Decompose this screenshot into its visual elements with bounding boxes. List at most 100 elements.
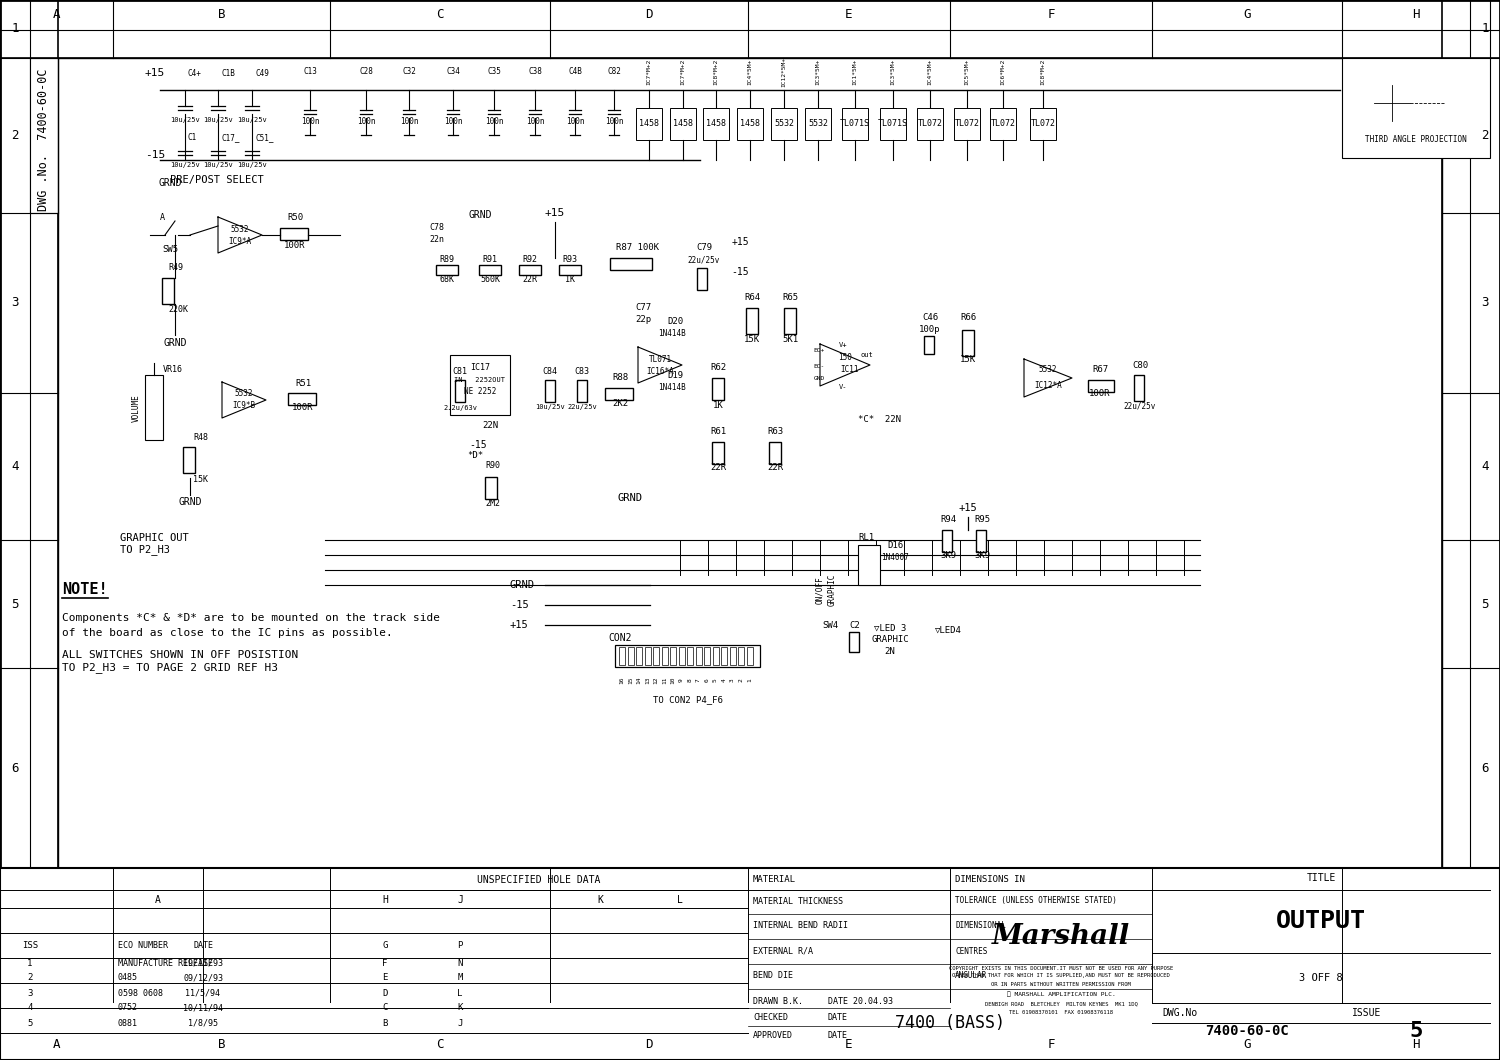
Text: 3: 3 bbox=[27, 989, 33, 997]
Bar bbox=[30, 58, 58, 213]
Text: C1B: C1B bbox=[220, 69, 236, 77]
Text: 68K: 68K bbox=[440, 276, 454, 284]
Text: +15: +15 bbox=[510, 620, 528, 630]
Text: G: G bbox=[1244, 8, 1251, 21]
Text: 1K: 1K bbox=[712, 401, 723, 409]
Text: RL1: RL1 bbox=[858, 533, 874, 543]
Text: H: H bbox=[382, 895, 388, 905]
Text: TL071S: TL071S bbox=[840, 120, 870, 128]
Text: TL072: TL072 bbox=[1030, 120, 1056, 128]
Text: GRND: GRND bbox=[159, 178, 182, 188]
Text: D: D bbox=[382, 989, 387, 997]
Bar bbox=[0, 868, 1500, 1060]
Bar bbox=[698, 268, 706, 290]
Text: C77: C77 bbox=[634, 303, 651, 313]
Bar bbox=[636, 108, 662, 140]
Text: 5532: 5532 bbox=[1038, 366, 1058, 374]
Text: +15: +15 bbox=[958, 504, 978, 513]
Text: C46: C46 bbox=[922, 314, 938, 322]
Text: C35: C35 bbox=[488, 67, 501, 75]
Text: 8: 8 bbox=[687, 678, 693, 682]
Text: D: D bbox=[645, 1039, 652, 1052]
Text: 1N414B: 1N414B bbox=[658, 383, 686, 391]
Text: 2.2u/63v: 2.2u/63v bbox=[442, 405, 477, 411]
Text: H: H bbox=[1413, 8, 1419, 21]
Text: GRND: GRND bbox=[510, 580, 536, 590]
Text: OUTPUT: OUTPUT bbox=[1276, 909, 1366, 933]
Bar bbox=[704, 108, 729, 140]
Text: 0752: 0752 bbox=[118, 1004, 138, 1012]
Text: 1: 1 bbox=[27, 958, 33, 968]
Bar bbox=[976, 530, 986, 552]
Text: 5: 5 bbox=[1480, 598, 1488, 611]
Text: 3 OFF 8: 3 OFF 8 bbox=[1299, 973, 1342, 983]
Text: F: F bbox=[382, 958, 387, 968]
Text: 22N: 22N bbox=[482, 421, 498, 429]
Text: ISS: ISS bbox=[22, 941, 38, 951]
Text: R91: R91 bbox=[483, 255, 498, 265]
Text: K: K bbox=[458, 1004, 462, 1012]
Text: K: K bbox=[597, 895, 603, 905]
Text: C32: C32 bbox=[402, 67, 416, 75]
Text: C: C bbox=[382, 1004, 387, 1012]
Text: G: G bbox=[382, 941, 387, 951]
Bar bbox=[738, 647, 744, 665]
Text: 2: 2 bbox=[12, 129, 18, 142]
Text: 100n: 100n bbox=[357, 118, 375, 126]
Text: EC-: EC- bbox=[813, 365, 825, 370]
Text: EC+: EC+ bbox=[813, 349, 825, 353]
Text: Components *C* & *D* are to be mounted on the track side: Components *C* & *D* are to be mounted o… bbox=[62, 613, 440, 623]
Bar bbox=[1342, 58, 1490, 158]
Text: +15: +15 bbox=[146, 68, 165, 78]
Text: 3: 3 bbox=[12, 297, 18, 310]
Text: ON/OFF: ON/OFF bbox=[816, 577, 825, 604]
Text: R89: R89 bbox=[440, 255, 454, 265]
Text: IC12*5M+: IC12*5M+ bbox=[782, 57, 786, 87]
Bar bbox=[519, 265, 542, 275]
Text: 2K2: 2K2 bbox=[612, 400, 628, 408]
Text: IC7*M+2: IC7*M+2 bbox=[646, 59, 651, 85]
Text: 5: 5 bbox=[1410, 1021, 1422, 1041]
Text: TEL 01908370101  FAX 01908376118: TEL 01908370101 FAX 01908376118 bbox=[1010, 1009, 1113, 1014]
Text: Ⓜ MARSHALL AMPLIFICATION PLC.: Ⓜ MARSHALL AMPLIFICATION PLC. bbox=[1007, 991, 1116, 996]
Text: 5: 5 bbox=[712, 678, 718, 682]
Bar bbox=[436, 265, 457, 275]
Text: C1: C1 bbox=[188, 134, 198, 142]
Text: GRAPHIC OUT: GRAPHIC OUT bbox=[120, 533, 189, 543]
Text: 22u/25v: 22u/25v bbox=[688, 255, 720, 265]
Text: IC6*M+2: IC6*M+2 bbox=[1000, 59, 1005, 85]
Text: 16: 16 bbox=[620, 676, 624, 684]
Bar bbox=[806, 108, 831, 140]
Text: SW5: SW5 bbox=[162, 245, 178, 253]
Text: C79: C79 bbox=[696, 244, 712, 252]
Text: A: A bbox=[159, 212, 165, 222]
Bar bbox=[990, 108, 1016, 140]
Bar bbox=[1088, 379, 1114, 392]
Bar bbox=[604, 388, 633, 400]
Text: 1: 1 bbox=[12, 22, 18, 35]
Text: TL072: TL072 bbox=[918, 120, 942, 128]
Text: 1K: 1K bbox=[566, 276, 574, 284]
Text: +15: +15 bbox=[730, 237, 748, 247]
Text: GRND: GRND bbox=[618, 493, 642, 504]
Bar bbox=[280, 228, 308, 240]
Text: Marshall: Marshall bbox=[992, 922, 1130, 950]
Bar bbox=[610, 258, 652, 270]
Bar bbox=[704, 647, 710, 665]
Text: 2: 2 bbox=[738, 678, 744, 682]
Text: R94: R94 bbox=[940, 515, 956, 525]
Text: 15: 15 bbox=[628, 676, 633, 684]
Text: DIMENSIONS IN: DIMENSIONS IN bbox=[956, 876, 1024, 884]
Bar bbox=[450, 355, 510, 416]
Text: -15: -15 bbox=[510, 600, 528, 609]
Bar bbox=[146, 375, 164, 440]
Bar bbox=[942, 530, 952, 552]
Text: CHECKED: CHECKED bbox=[753, 1013, 788, 1023]
Text: 100n: 100n bbox=[484, 118, 502, 126]
Text: A: A bbox=[53, 1039, 60, 1052]
Text: 0485: 0485 bbox=[118, 973, 138, 983]
Text: -15: -15 bbox=[730, 267, 748, 277]
Text: D16: D16 bbox=[886, 541, 903, 549]
Text: CENTRES: CENTRES bbox=[956, 947, 987, 955]
Text: 4: 4 bbox=[12, 460, 18, 473]
